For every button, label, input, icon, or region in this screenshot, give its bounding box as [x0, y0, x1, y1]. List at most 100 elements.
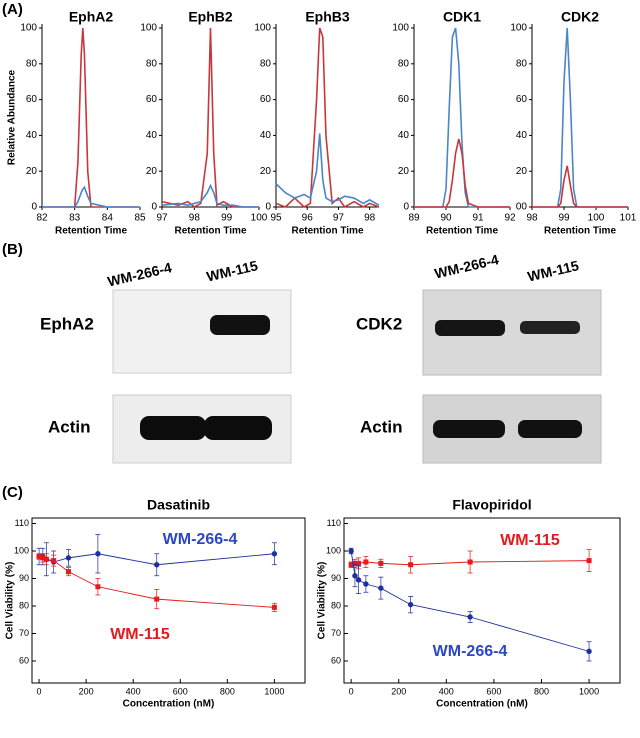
y-tick-label: 60	[19, 655, 29, 665]
series-label: WM-266-4	[163, 531, 238, 548]
x-axis-label: Retention Time	[291, 226, 363, 237]
point	[43, 556, 49, 562]
point	[348, 562, 354, 568]
point	[363, 559, 369, 565]
point	[348, 548, 354, 554]
y-tick-label: 60	[260, 94, 272, 105]
row-label: CDK2	[356, 314, 402, 333]
point	[40, 555, 46, 561]
x-tick-label: 200	[391, 686, 406, 696]
blot-band	[210, 315, 270, 335]
x-tick-label: 97	[156, 213, 168, 224]
x-axis-label: Retention Time	[174, 226, 246, 237]
x-tick-label: 85	[134, 213, 146, 224]
x-tick-label: 95	[270, 213, 282, 224]
chart-title: CDK2	[561, 9, 599, 25]
panel-label: (B)	[2, 241, 23, 258]
point	[95, 551, 101, 557]
blot-band	[140, 416, 206, 440]
y-tick-label: 80	[260, 58, 272, 69]
x-tick-label: 82	[36, 213, 48, 224]
trace	[161, 183, 259, 208]
point	[356, 560, 362, 566]
x-tick-label: 400	[439, 686, 454, 696]
y-tick-label: 0	[151, 202, 157, 213]
y-tick-label: 80	[19, 600, 29, 610]
lane-label: WM-115	[526, 257, 581, 284]
point	[95, 584, 101, 590]
y-tick-label: 20	[26, 166, 38, 177]
y-tick-label: 100	[20, 23, 37, 34]
x-tick-label: 98	[526, 213, 538, 224]
point	[51, 558, 57, 564]
x-tick-label: 92	[504, 213, 516, 224]
y-tick-label: 60	[331, 655, 341, 665]
point	[378, 560, 384, 566]
point	[352, 573, 358, 579]
lane-label: WM-266-4	[106, 259, 173, 289]
series-label: WM-115	[110, 626, 170, 643]
y-tick-label: 60	[146, 94, 158, 105]
trace	[532, 27, 628, 208]
trace	[414, 138, 510, 208]
x-tick-label: 99	[221, 213, 233, 224]
y-tick-label: 110	[15, 518, 29, 528]
y-tick-label: 80	[331, 600, 341, 610]
y-tick-label: 0	[31, 202, 37, 213]
y-tick-label: 0	[265, 202, 271, 213]
point	[408, 562, 414, 568]
point	[467, 559, 473, 565]
point	[65, 569, 71, 575]
point	[271, 604, 277, 610]
blot-band	[435, 320, 505, 336]
point	[352, 560, 358, 566]
point	[65, 555, 72, 561]
y-tick-label: 90	[19, 573, 29, 583]
row-label: Actin	[360, 417, 403, 436]
chart-title: Flavopiridol	[452, 497, 531, 513]
y-tick-label: 40	[146, 130, 158, 141]
y-tick-label: 40	[260, 130, 272, 141]
y-tick-label: 100	[510, 23, 527, 34]
point	[467, 614, 473, 620]
y-axis-label: Cell Viability (%)	[5, 562, 16, 640]
y-tick-label: 70	[331, 628, 341, 638]
x-axis-label: Concentration (nM)	[123, 699, 215, 710]
panel-label: (A)	[2, 1, 23, 18]
x-tick-label: 0	[349, 686, 354, 696]
trace	[42, 185, 140, 208]
y-tick-label: 100	[254, 23, 271, 34]
x-tick-label: 1000	[264, 686, 284, 696]
y-tick-label: 100	[14, 545, 29, 555]
lane-label: WM-115	[205, 257, 260, 284]
point	[363, 581, 369, 587]
x-tick-label: 84	[102, 213, 114, 224]
blot-right	[422, 289, 602, 464]
chart-title: EphA2	[69, 9, 114, 25]
panel-label: (C)	[2, 484, 23, 501]
lane-label: WM-266-4	[433, 251, 500, 281]
x-tick-label: 100	[588, 213, 605, 224]
chart-title: EphB3	[305, 9, 350, 25]
x-axis-label: Retention Time	[55, 226, 127, 237]
x-tick-label: 91	[472, 213, 484, 224]
y-tick-label: 40	[516, 130, 528, 141]
x-tick-label: 0	[37, 686, 42, 696]
x-tick-label: 100	[251, 213, 268, 224]
x-tick-label: 1000	[579, 686, 599, 696]
y-tick-label: 80	[26, 58, 38, 69]
blot-left	[112, 289, 292, 464]
row-label: EphA2	[40, 314, 94, 333]
y-tick-label: 100	[392, 23, 409, 34]
x-tick-label: 98	[364, 213, 376, 224]
point	[378, 585, 384, 591]
y-tick-label: 20	[516, 166, 528, 177]
y-tick-label: 60	[516, 94, 528, 105]
blot-band	[518, 420, 582, 438]
y-tick-label: 60	[398, 94, 410, 105]
trace	[42, 27, 140, 208]
trace	[161, 27, 259, 208]
y-tick-label: 110	[327, 518, 341, 528]
point	[271, 551, 278, 557]
